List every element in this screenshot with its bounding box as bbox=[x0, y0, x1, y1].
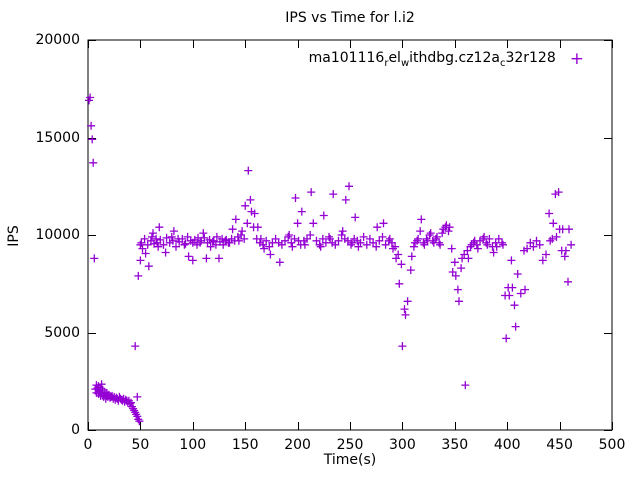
legend-marker-icon: + bbox=[569, 49, 584, 70]
chart-title: IPS vs Time for l.i2 bbox=[285, 10, 415, 26]
x-tick-label: 150 bbox=[231, 437, 259, 453]
y-tick-label: 5000 bbox=[44, 324, 80, 341]
x-tick-label: 450 bbox=[546, 437, 573, 453]
legend: ma101116relwithdbg.cz12ac32r128 + bbox=[309, 50, 584, 69]
x-tick-label: 50 bbox=[131, 437, 150, 453]
y-tick-label: 10000 bbox=[35, 227, 80, 243]
x-tick-label: 200 bbox=[284, 437, 311, 453]
y-tick-label: 20000 bbox=[35, 32, 80, 48]
x-tick-label: 0 bbox=[83, 437, 93, 453]
x-axis-label: Time(s) bbox=[323, 452, 377, 468]
x-tick-label: 500 bbox=[598, 437, 626, 453]
scatter-points bbox=[85, 93, 576, 426]
x-tick-label: 300 bbox=[389, 437, 416, 453]
y-tick-label: 0 bbox=[71, 422, 80, 438]
y-tick-label: 15000 bbox=[35, 129, 80, 146]
x-tick-label: 250 bbox=[336, 437, 364, 453]
x-tick-label: 100 bbox=[179, 437, 207, 453]
legend-label: ma101116relwithdbg.cz12ac32r128 bbox=[308, 50, 556, 69]
x-tick-label: 350 bbox=[441, 437, 469, 453]
x-tick-label: 400 bbox=[493, 437, 521, 453]
